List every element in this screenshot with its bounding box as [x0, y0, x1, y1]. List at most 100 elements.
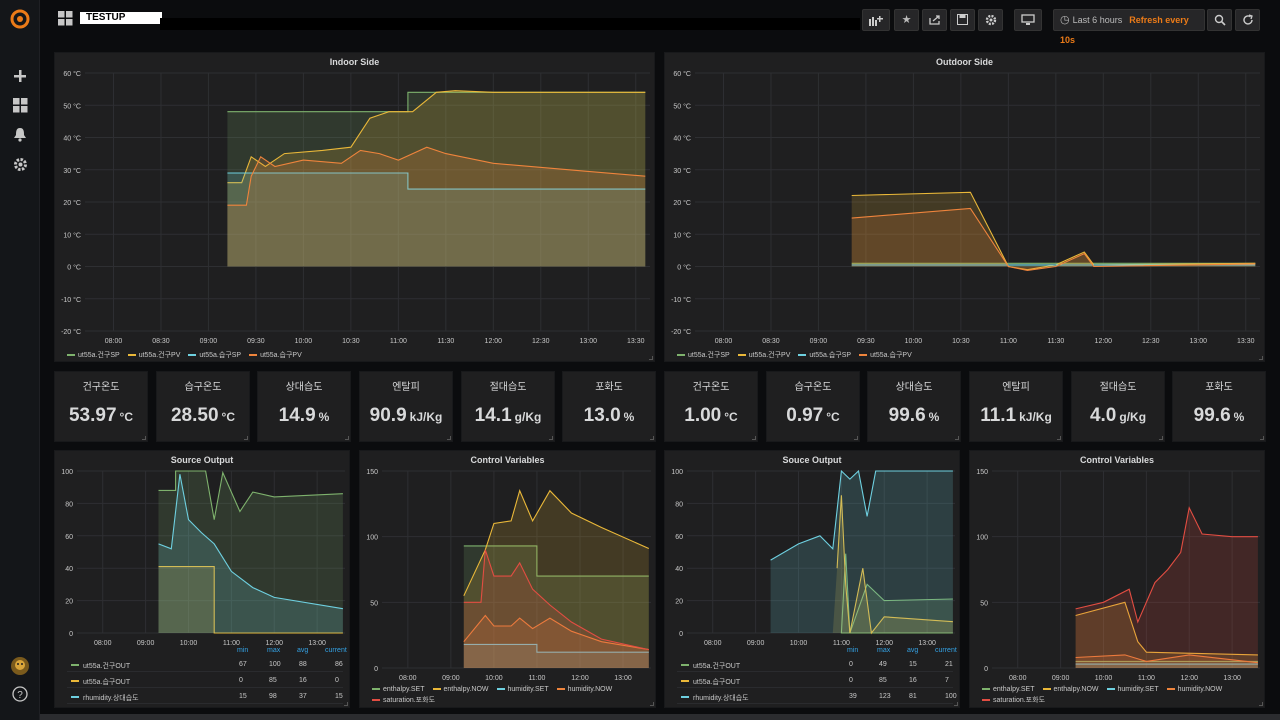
dashboards-icon[interactable] — [9, 98, 31, 120]
resize-handle[interactable] — [1260, 436, 1264, 440]
legend-table-row[interactable] — [677, 674, 953, 688]
title-redaction — [160, 18, 860, 30]
help-icon[interactable]: ? — [9, 686, 31, 708]
stat-panel[interactable]: 건구온도 1.00 °C — [664, 371, 758, 442]
legend-item[interactable]: ut55a.습구SP — [798, 350, 851, 360]
legend-swatch — [859, 354, 868, 357]
zoom-out-button[interactable] — [1207, 9, 1232, 31]
legend-item[interactable]: saturation.포화도 — [372, 695, 435, 706]
stat-panel[interactable]: 건구온도 53.97 °C — [54, 371, 148, 442]
plus-icon[interactable] — [9, 68, 31, 90]
resize-handle[interactable] — [549, 436, 553, 440]
gear-icon[interactable] — [9, 157, 31, 179]
indoor-side-panel[interactable]: Indoor Side 60 °C 50 °C 40 °C 30 °C 20 °C 10 … — [54, 52, 655, 362]
resize-handle[interactable] — [142, 436, 146, 440]
legend-swatch — [681, 680, 689, 682]
tv-mode-button[interactable] — [1014, 9, 1042, 31]
resize-handle[interactable] — [244, 436, 248, 440]
series-line — [463, 643, 649, 653]
resize-handle[interactable] — [345, 436, 349, 440]
resize-handle[interactable] — [1057, 436, 1061, 440]
legend-header-current[interactable]: current — [935, 647, 957, 654]
resize-handle[interactable] — [650, 436, 654, 440]
stat-number: 1.00 — [684, 405, 722, 426]
settings-button[interactable] — [978, 9, 1003, 31]
y-tick-label: 40 °C — [63, 135, 81, 143]
refresh-button[interactable] — [1235, 9, 1260, 31]
stat-number: 14.9 — [278, 405, 316, 426]
legend-item[interactable]: enthalpy.SET — [372, 684, 425, 695]
series-area — [463, 615, 649, 668]
star-button[interactable]: ★ — [894, 9, 919, 31]
resize-handle[interactable] — [854, 436, 858, 440]
legend-item[interactable]: ut55a.건구PV — [737, 350, 790, 360]
outdoor-side-panel[interactable]: Outdoor Side 60 °C 50 °C 40 °C 30 °C 20 °C 10… — [664, 52, 1265, 362]
legend-item[interactable]: humidity.SET — [496, 684, 549, 695]
legend-header-min[interactable]: min — [237, 647, 249, 654]
legend-header-max[interactable]: max — [877, 647, 891, 654]
legend-table-row[interactable] — [67, 690, 343, 704]
souce-output-panel[interactable]: Souce Output 100 80 60 40 20 0 08:00 09:00 10:00… — [664, 450, 960, 708]
legend-item[interactable]: ut55a.건구SP — [67, 350, 120, 360]
legend-item[interactable]: ut55a.건구SP — [677, 350, 730, 360]
y-tick-label: 60 — [65, 534, 73, 541]
avatar[interactable] — [9, 656, 31, 678]
legend-item[interactable]: ut55a.습구SP — [188, 350, 241, 360]
legend-item[interactable]: ut55a.습구PV — [249, 350, 302, 360]
stat-panel[interactable]: 포화도 99.6% — [1172, 371, 1266, 442]
legend-header-current[interactable]: current — [325, 647, 347, 654]
resize-handle[interactable] — [649, 356, 653, 360]
legend-item[interactable]: humidity.NOW — [1166, 684, 1222, 695]
resize-handle[interactable] — [954, 702, 958, 706]
legend-label: humidity.NOW — [567, 686, 613, 693]
stat-panel[interactable]: 포화도 13.0% — [562, 371, 656, 442]
legend-table-row[interactable] — [677, 690, 953, 704]
legend-header-avg[interactable]: avg — [907, 647, 919, 654]
souce-output-legend-table: min max avg current ut55a.건구OUT 0 49 15 21 ut55a.… — [665, 647, 961, 707]
stat-panel[interactable]: 엔탈피 11.1 kJ/Kg — [969, 371, 1063, 442]
resize-handle[interactable] — [1259, 356, 1263, 360]
add-panel-button[interactable] — [862, 9, 890, 31]
stat-panel[interactable]: 습구온도 28.50 °C — [156, 371, 250, 442]
resize-handle[interactable] — [447, 436, 451, 440]
legend-item[interactable]: humidity.NOW — [556, 684, 613, 695]
legend-table-row[interactable] — [67, 674, 343, 688]
resize-handle[interactable] — [1159, 436, 1163, 440]
stat-panel[interactable]: 상대습도 14.9% — [257, 371, 351, 442]
control-variables-panel-right[interactable]: Control Variables 150 100 50 0 08:00 09:00 10:… — [969, 450, 1265, 708]
legend-table-row[interactable] — [677, 658, 953, 672]
share-button[interactable] — [922, 9, 947, 31]
resize-handle[interactable] — [752, 436, 756, 440]
save-button[interactable] — [950, 9, 975, 31]
souce-output-chart: 100 80 60 40 20 0 08:00 09:00 10:00 11:00 12:00 13:… — [671, 469, 955, 647]
resize-handle[interactable] — [1259, 702, 1263, 706]
time-picker-button[interactable]: ◷ Last 6 hours Refresh every 10s — [1053, 9, 1205, 45]
legend-item[interactable]: saturation.포화도 — [982, 695, 1045, 706]
x-tick-label: 11:00 — [390, 338, 407, 345]
bell-icon[interactable] — [9, 127, 31, 149]
stat-panel[interactable]: 절대습도 14.1 g/Kg — [461, 371, 555, 442]
legend-header-max[interactable]: max — [267, 647, 281, 654]
dashboard-grid-icon[interactable] — [58, 11, 73, 31]
legend-item[interactable]: humidity.SET — [1106, 684, 1159, 695]
legend-table-row[interactable] — [67, 658, 343, 672]
stat-panel[interactable]: 습구온도 0.97 °C — [766, 371, 860, 442]
grafana-logo-icon[interactable] — [9, 8, 31, 30]
resize-handle[interactable] — [344, 702, 348, 706]
legend-header-min[interactable]: min — [847, 647, 859, 654]
legend-item[interactable]: enthalpy.NOW — [1042, 684, 1099, 695]
resize-handle[interactable] — [955, 436, 959, 440]
legend-item[interactable]: enthalpy.NOW — [432, 684, 489, 695]
legend-item[interactable]: ut55a.건구PV — [127, 350, 180, 360]
stat-panel[interactable]: 상대습도 99.6% — [867, 371, 961, 442]
source-output-panel[interactable]: Source Output 100 80 60 40 20 0 08:00 09:00 10:0… — [54, 450, 350, 708]
dashboard-title[interactable]: TESTUP — [80, 12, 162, 24]
resize-handle[interactable] — [650, 702, 654, 706]
legend-item[interactable]: ut55a.습구PV — [859, 350, 912, 360]
control-variables-panel-left[interactable]: Control Variables 150 100 50 0 08:00 09:00 10:… — [359, 450, 656, 708]
horizontal-scrollbar[interactable] — [40, 714, 1280, 720]
stat-panel[interactable]: 엔탈피 90.9 kJ/Kg — [359, 371, 453, 442]
legend-item[interactable]: enthalpy.SET — [982, 684, 1035, 695]
stat-panel[interactable]: 절대습도 4.0 g/Kg — [1071, 371, 1165, 442]
legend-header-avg[interactable]: avg — [297, 647, 309, 654]
